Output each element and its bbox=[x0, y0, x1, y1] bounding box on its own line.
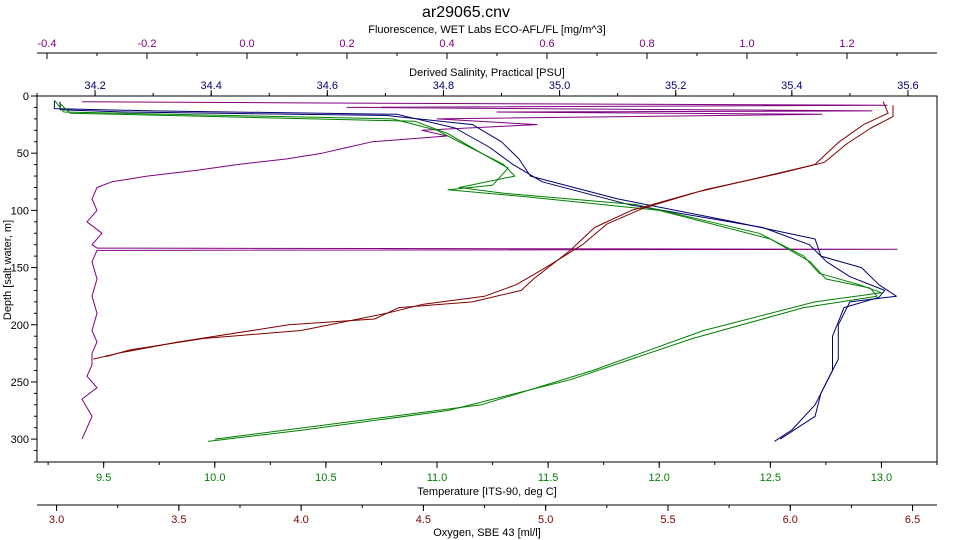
depth-tick-label: 200 bbox=[11, 320, 29, 332]
salinity-ticks: 34.2 34.4 34.6 34.8 35.0 35.2 35.4 35.6 bbox=[36, 80, 919, 96]
temperature-tick-label: 10.0 bbox=[204, 472, 225, 484]
fluorescence-ticks: -0.4 -0.2 0.0 0.2 0.4 0.6 0.8 1.0 1.2 bbox=[38, 38, 898, 59]
oxygen-tick-label: 6.0 bbox=[783, 514, 798, 526]
plot-area bbox=[36, 95, 938, 463]
fluorescence-tick-label: 1.2 bbox=[839, 38, 854, 50]
temperature-profile-line bbox=[58, 102, 878, 442]
salinity-profile-line bbox=[53, 100, 886, 442]
depth-tick-label: 150 bbox=[11, 263, 29, 275]
salinity-tick-label: 35.4 bbox=[781, 80, 802, 92]
depth-tick-label: 300 bbox=[11, 434, 29, 446]
salinity-tick-label: 34.6 bbox=[317, 80, 338, 92]
salinity-profile-line bbox=[59, 101, 897, 440]
temperature-tick-label: 12.5 bbox=[760, 472, 781, 484]
salinity-tick-label: 35.0 bbox=[549, 80, 570, 92]
fluorescence-tick-label: 0.6 bbox=[539, 38, 554, 50]
temperature-ticks: 9.5 10.0 10.5 11.0 11.5 12.0 12.5 13.0 bbox=[47, 462, 938, 484]
salinity-tick-label: 35.6 bbox=[897, 80, 918, 92]
oxygen-tick-label: 6.5 bbox=[905, 514, 920, 526]
depth-axis: Depth [salt water, m] 0 50 100 150 200 250 300 bbox=[2, 91, 37, 463]
depth-axis-label: Depth [salt water, m] bbox=[2, 220, 14, 320]
oxygen-axis-label: Oxygen, SBE 43 [ml/l] bbox=[433, 527, 541, 539]
oxygen-tick-label: 4.0 bbox=[293, 514, 308, 526]
fluorescence-tick-label: 0.0 bbox=[239, 38, 254, 50]
oxygen-tick-label: 5.5 bbox=[660, 514, 675, 526]
fluorescence-axis: Fluorescence, WET Labs ECO-AFL/FL [mg/m^… bbox=[37, 24, 937, 59]
fluorescence-axis-label: Fluorescence, WET Labs ECO-AFL/FL [mg/m^… bbox=[368, 24, 605, 36]
temperature-axis: 9.5 10.0 10.5 11.0 11.5 12.0 12.5 13.0 Temperat… bbox=[47, 462, 938, 498]
chart-title: ar29065.cnv bbox=[422, 4, 510, 21]
temperature-tick-label: 9.5 bbox=[96, 472, 111, 484]
salinity-tick-label: 34.4 bbox=[200, 80, 221, 92]
temperature-tick-label: 11.0 bbox=[427, 472, 448, 484]
depth-tick-label: 0 bbox=[23, 91, 29, 103]
temperature-tick-label: 12.0 bbox=[649, 472, 670, 484]
salinity-tick-label: 35.2 bbox=[665, 80, 686, 92]
oxygen-tick-label: 3.0 bbox=[49, 514, 64, 526]
salinity-tick-label: 34.8 bbox=[433, 80, 454, 92]
temperature-profile-line bbox=[54, 100, 882, 440]
fluorescence-tick-label: -0.2 bbox=[138, 38, 157, 50]
fluorescence-tick-label: -0.4 bbox=[38, 38, 57, 50]
salinity-axis: Derived Salinity, Practical [PSU] 34.2 34… bbox=[36, 67, 919, 96]
oxygen-tick-label: 5.0 bbox=[538, 514, 553, 526]
oxygen-profile-line bbox=[105, 105, 894, 358]
depth-ticks: 0 50 100 150 200 250 300 bbox=[11, 91, 37, 463]
oxygen-tick-label: 3.5 bbox=[171, 514, 186, 526]
temperature-axis-label: Temperature [ITS-90, deg C] bbox=[417, 486, 556, 498]
fluorescence-tick-label: 0.2 bbox=[339, 38, 354, 50]
oxygen-axis: 3.0 3.5 4.0 4.5 5.0 5.5 6.0 6.5 Oxygen, SBE 43 … bbox=[37, 504, 937, 539]
depth-tick-label: 50 bbox=[17, 148, 29, 160]
depth-tick-label: 250 bbox=[11, 377, 29, 389]
fluorescence-tick-label: 0.4 bbox=[439, 38, 454, 50]
depth-tick-label: 100 bbox=[11, 205, 29, 217]
temperature-tick-label: 10.5 bbox=[315, 472, 336, 484]
oxygen-tick-label: 4.5 bbox=[416, 514, 431, 526]
oxygen-ticks: 3.0 3.5 4.0 4.5 5.0 5.5 6.0 6.5 bbox=[49, 505, 920, 526]
series-layer bbox=[53, 100, 898, 442]
fluorescence-profile-line bbox=[81, 101, 898, 440]
fluorescence-tick-label: 0.8 bbox=[639, 38, 654, 50]
temperature-tick-label: 13.0 bbox=[871, 472, 892, 484]
temperature-tick-label: 11.5 bbox=[538, 472, 559, 484]
oxygen-profile-line bbox=[93, 101, 889, 360]
salinity-axis-label: Derived Salinity, Practical [PSU] bbox=[409, 67, 565, 79]
fluorescence-tick-label: 1.0 bbox=[739, 38, 754, 50]
salinity-tick-label: 34.2 bbox=[84, 80, 105, 92]
